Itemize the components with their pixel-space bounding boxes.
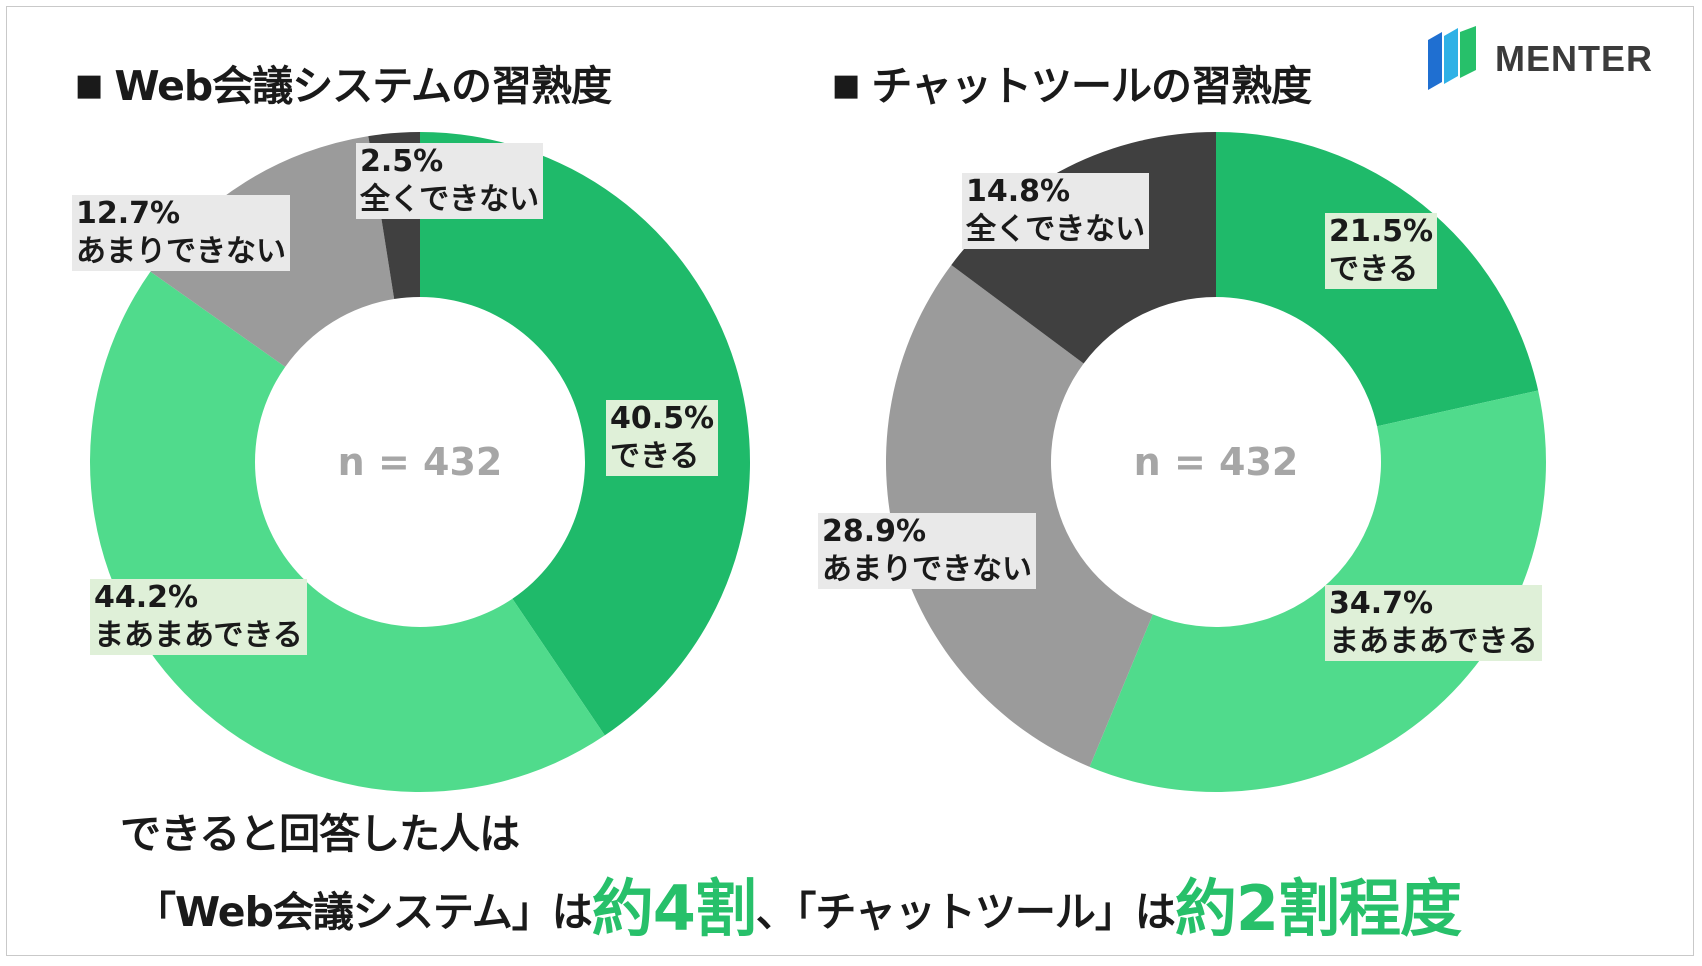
- footer-line1: できると回答した人は: [120, 810, 520, 858]
- chat-dekiru-cat: できる: [1325, 251, 1438, 289]
- web-maamaa-label: 44.2% まあまあできる: [90, 579, 307, 655]
- web-meeting-title-text: Web会議システムの習熟度: [114, 62, 612, 110]
- web-amari-cat: あまりできない: [72, 233, 290, 271]
- chat-tool-chart-title: ■ チャットツールの習熟度: [832, 52, 1312, 112]
- chat-mattaku-pct: 14.8%: [962, 173, 1150, 211]
- web-mattaku-pct: 2.5%: [356, 143, 544, 181]
- logo-bar-blue: [1428, 32, 1442, 90]
- chat-mattaku-cat: 全くできない: [962, 211, 1150, 249]
- web-maamaa-pct: 44.2%: [90, 579, 307, 617]
- title-bullet: ■: [832, 68, 860, 103]
- chat-n-label: n = 432: [1134, 440, 1299, 484]
- footer-part1: 「Web会議システム」は: [135, 888, 593, 936]
- menter-logo-icon: [1428, 26, 1476, 90]
- web-meeting-chart-title: ■ Web会議システムの習熟度: [75, 52, 612, 112]
- chat-maamaa-cat: まあまあできる: [1325, 623, 1542, 661]
- web-mattaku-label: 2.5% 全くできない: [356, 143, 544, 219]
- logo-bar-cyan: [1444, 28, 1458, 84]
- chat-amari-label: 28.9% あまりできない: [818, 513, 1036, 589]
- web-dekiru-label: 40.5% できる: [606, 400, 719, 476]
- chat-maamaa-label: 34.7% まあまあできる: [1325, 585, 1542, 661]
- chat-mattaku-label: 14.8% 全くできない: [962, 173, 1150, 249]
- footer-line2: 「Web会議システム」は約4割、「チャットツール」は約2割程度: [135, 858, 1462, 948]
- chat-maamaa-pct: 34.7%: [1325, 585, 1542, 623]
- footer-highlight1: 約4割: [591, 872, 757, 945]
- chat-amari-pct: 28.9%: [818, 513, 1036, 551]
- web-maamaa-cat: まあまあできる: [90, 617, 307, 655]
- footer-part2: 、「チャットツール」は: [755, 888, 1176, 936]
- chat-tool-title-text: チャットツールの習熟度: [871, 62, 1312, 110]
- web-n-label: n = 432: [338, 440, 503, 484]
- chat-slice-maamaa: [1089, 390, 1546, 792]
- chat-dekiru-pct: 21.5%: [1325, 213, 1438, 251]
- chat-amari-cat: あまりできない: [818, 551, 1036, 589]
- web-dekiru-pct: 40.5%: [606, 400, 719, 438]
- logo-bar-green: [1460, 26, 1476, 78]
- brand-name: MENTER: [1495, 38, 1653, 79]
- footer-highlight2: 約2割程度: [1174, 872, 1462, 945]
- web-mattaku-cat: 全くできない: [356, 181, 544, 219]
- chat-dekiru-label: 21.5% できる: [1325, 213, 1438, 289]
- web-slice-dekiru: [420, 132, 750, 736]
- web-amari-label: 12.7% あまりできない: [72, 195, 290, 271]
- web-slice-maamaa: [89, 271, 605, 793]
- web-amari-pct: 12.7%: [72, 195, 290, 233]
- title-bullet: ■: [75, 68, 103, 103]
- web-dekiru-cat: できる: [606, 438, 719, 476]
